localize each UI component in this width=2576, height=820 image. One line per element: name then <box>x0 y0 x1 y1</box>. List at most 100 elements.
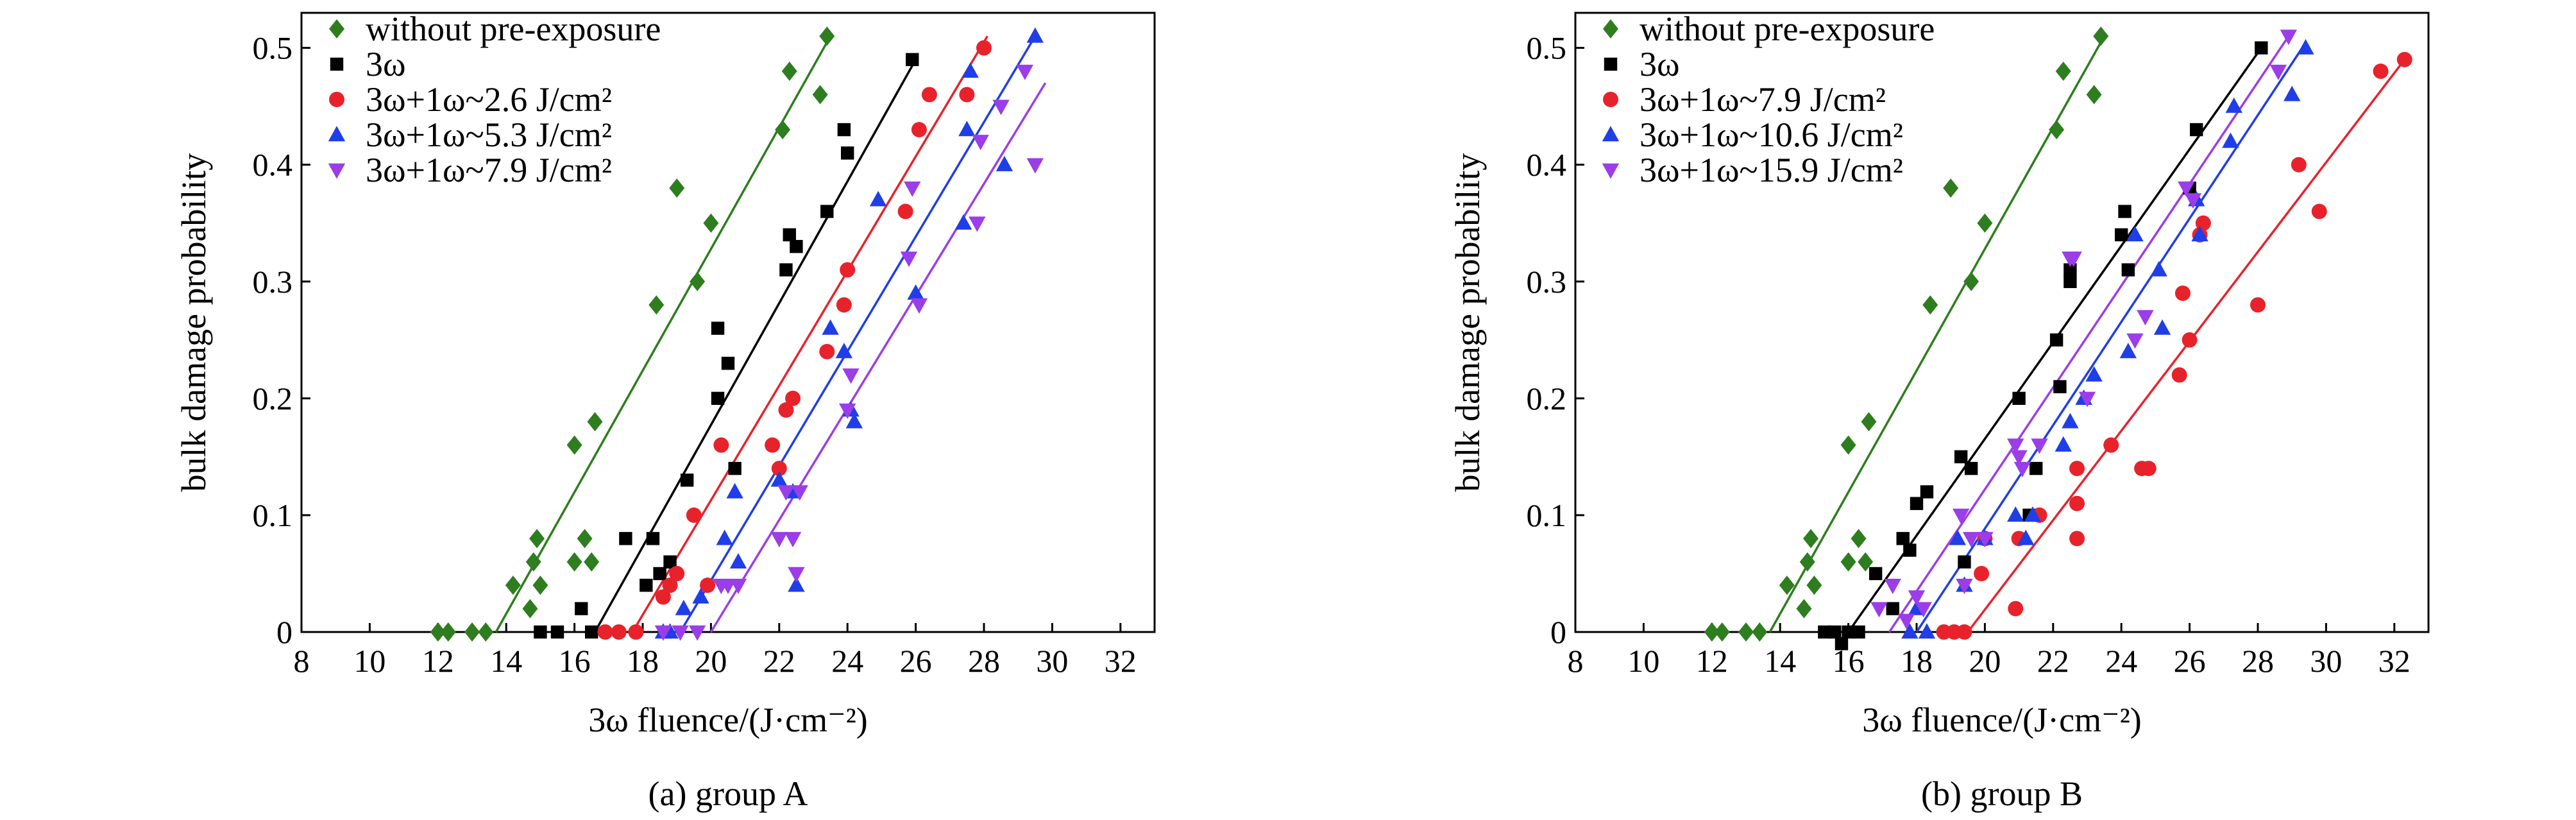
data-point <box>1964 461 1978 475</box>
data-point <box>2093 26 2109 46</box>
data-point <box>619 532 632 545</box>
data-point <box>1956 624 1972 640</box>
data-point <box>1858 552 1874 572</box>
data-point <box>534 625 547 639</box>
fit-line-diamond <box>1768 35 2106 633</box>
data-point <box>721 357 735 370</box>
data-point <box>713 437 729 453</box>
data-point <box>2225 97 2242 113</box>
data-point <box>2055 62 2071 81</box>
series-diamond <box>430 26 835 642</box>
data-point <box>440 622 456 642</box>
data-point <box>777 485 795 501</box>
data-point <box>836 297 852 313</box>
data-point <box>2291 157 2307 173</box>
data-point <box>839 403 856 419</box>
data-point <box>869 191 887 207</box>
data-point <box>669 178 685 198</box>
y-tick-label: 0.5 <box>1527 30 1567 66</box>
x-tick-label: 22 <box>763 643 795 679</box>
fit-line-triangle-down <box>1888 35 2290 633</box>
data-point <box>2085 366 2103 382</box>
data-point <box>700 577 716 594</box>
data-point <box>770 471 788 487</box>
data-point <box>688 625 706 641</box>
data-point <box>1963 271 1979 291</box>
data-point <box>690 271 706 291</box>
y-tick-label: 0 <box>276 614 292 650</box>
y-tick-label: 0.4 <box>253 147 293 183</box>
data-point <box>2069 531 2085 547</box>
plot-frame <box>1574 12 2430 633</box>
x-tick-label: 18 <box>1901 643 1933 679</box>
x-tick-label: 28 <box>968 643 1000 679</box>
data-point <box>2078 391 2096 407</box>
x-tick-label: 18 <box>627 643 659 679</box>
data-point <box>1861 412 1877 432</box>
data-point <box>716 529 733 545</box>
data-point <box>1840 435 1856 455</box>
data-point <box>587 412 603 432</box>
data-point <box>1803 529 1819 549</box>
legend-marker <box>328 163 346 179</box>
data-point <box>1806 576 1822 595</box>
data-point <box>2311 203 2327 219</box>
legend-marker <box>1602 163 1620 179</box>
data-point <box>1886 602 1899 615</box>
x-tick-label: 10 <box>1627 643 1659 679</box>
legend-marker <box>329 19 344 38</box>
data-point <box>655 589 671 605</box>
series-diamond <box>1704 26 2109 642</box>
data-point <box>2297 38 2314 55</box>
data-point <box>505 576 521 595</box>
data-point <box>1026 27 1044 43</box>
data-point <box>2178 181 2195 197</box>
data-point <box>1949 529 1967 545</box>
data-point <box>2069 495 2085 511</box>
series-triangle-down <box>654 64 1044 641</box>
legend-marker <box>1603 19 1618 38</box>
data-point <box>2222 132 2239 148</box>
data-point <box>692 588 709 604</box>
data-point <box>1908 590 1926 606</box>
legend-label: 3ω+1ω~5.3 J/cm² <box>366 115 612 154</box>
data-point <box>1910 497 1924 510</box>
data-point <box>1868 567 1883 581</box>
data-point <box>1851 529 1867 549</box>
data-point <box>906 53 919 67</box>
data-point <box>783 228 796 242</box>
data-point <box>663 555 677 568</box>
data-point <box>962 62 979 78</box>
y-tick-label: 0.1 <box>253 497 293 533</box>
x-tick-label: 20 <box>695 643 727 679</box>
data-point <box>2049 120 2065 140</box>
data-point <box>779 263 793 277</box>
data-point <box>2063 275 2077 288</box>
data-point <box>837 123 851 137</box>
data-point <box>2150 261 2167 277</box>
data-point <box>822 319 839 335</box>
data-point <box>575 602 588 615</box>
data-point <box>1779 576 1795 595</box>
x-tick-label: 16 <box>559 643 591 679</box>
data-point <box>2115 228 2128 242</box>
fit-line-circle <box>631 35 988 633</box>
data-point <box>1958 555 1971 568</box>
y-tick-label: 0.3 <box>253 264 293 300</box>
data-point <box>2007 506 2024 522</box>
data-point <box>1818 625 1831 639</box>
data-point <box>900 252 918 268</box>
data-point <box>1896 532 1910 545</box>
series-circle <box>597 40 992 640</box>
data-point <box>996 155 1013 171</box>
data-point <box>921 87 937 103</box>
data-point <box>1870 602 1888 618</box>
data-point <box>728 461 741 475</box>
data-point <box>1922 295 1938 315</box>
data-point <box>726 483 743 499</box>
y-axis-title: bulk damage probability <box>174 153 213 492</box>
data-point <box>2184 193 2202 209</box>
data-point <box>584 552 600 572</box>
